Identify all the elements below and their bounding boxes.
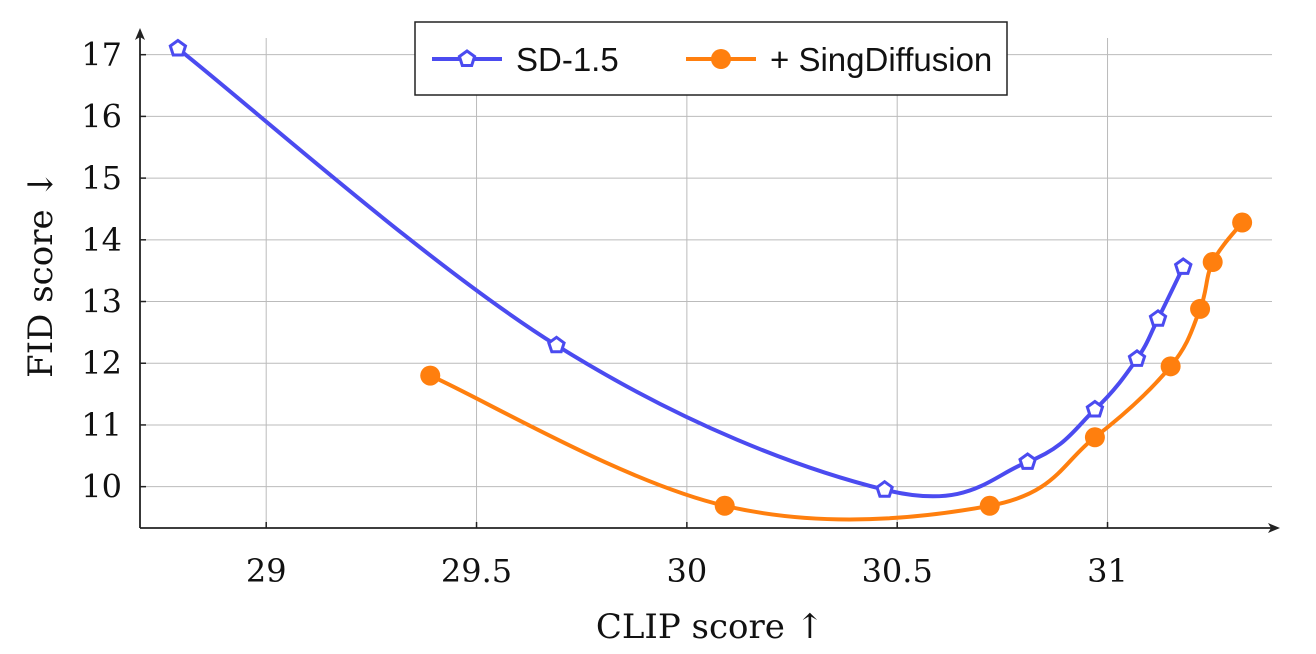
data-point xyxy=(168,38,188,57)
data-point xyxy=(714,495,735,516)
y-axis-label: FID score ↓ xyxy=(21,170,61,378)
data-point xyxy=(1160,356,1181,377)
data-point xyxy=(420,365,441,386)
series-line xyxy=(429,221,1244,522)
data-point xyxy=(1202,252,1223,273)
y-tick-label: 17 xyxy=(81,36,122,74)
data-point xyxy=(457,49,477,67)
x-tick-label: 30.5 xyxy=(862,552,933,590)
data-point xyxy=(1085,399,1105,418)
tick-labels: 29 29.5 30 30.5 31 10 11 12 13 14 15 16 17 xyxy=(81,36,1128,590)
x-tick-label: 30 xyxy=(667,552,708,590)
x-tick-label: 29 xyxy=(246,552,287,590)
data-point xyxy=(1084,427,1105,448)
y-tick-label: 15 xyxy=(81,159,122,197)
legend-item: SD-1.5 xyxy=(432,41,619,78)
data-point xyxy=(711,49,731,69)
y-tick-label: 16 xyxy=(81,97,122,135)
data-point xyxy=(547,335,566,354)
x-tick-label: 31 xyxy=(1087,552,1128,590)
y-tick-label: 10 xyxy=(81,468,122,506)
data-point xyxy=(1148,308,1168,327)
series-sd-1-5 xyxy=(168,38,1193,499)
legend: SD-1.5 + SingDiffusion xyxy=(414,21,1008,96)
legend-label: SD-1.5 xyxy=(516,41,619,78)
y-tick-label: 12 xyxy=(81,344,122,382)
y-tick-label: 13 xyxy=(81,283,122,321)
data-point xyxy=(1190,298,1211,319)
grid xyxy=(140,38,1272,528)
data-point xyxy=(1127,349,1147,367)
legend-label: + SingDiffusion xyxy=(770,41,992,78)
axes xyxy=(135,28,1280,533)
x-axis-label: CLIP score ↑ xyxy=(596,607,824,647)
data-point xyxy=(1018,452,1037,470)
x-axis-arrow xyxy=(1268,523,1280,533)
y-axis-arrow xyxy=(135,28,145,40)
y-tick-label: 14 xyxy=(81,221,122,259)
x-tick-label: 29.5 xyxy=(441,552,512,590)
data-point xyxy=(979,495,1000,516)
series-layer xyxy=(168,38,1253,522)
series-line xyxy=(176,46,1186,499)
legend-item: + SingDiffusion xyxy=(686,41,992,78)
data-point xyxy=(1232,212,1253,233)
y-tick-label: 11 xyxy=(81,406,122,444)
data-point xyxy=(1173,257,1193,275)
series-singdiffusion xyxy=(420,212,1253,522)
data-point xyxy=(875,479,894,498)
